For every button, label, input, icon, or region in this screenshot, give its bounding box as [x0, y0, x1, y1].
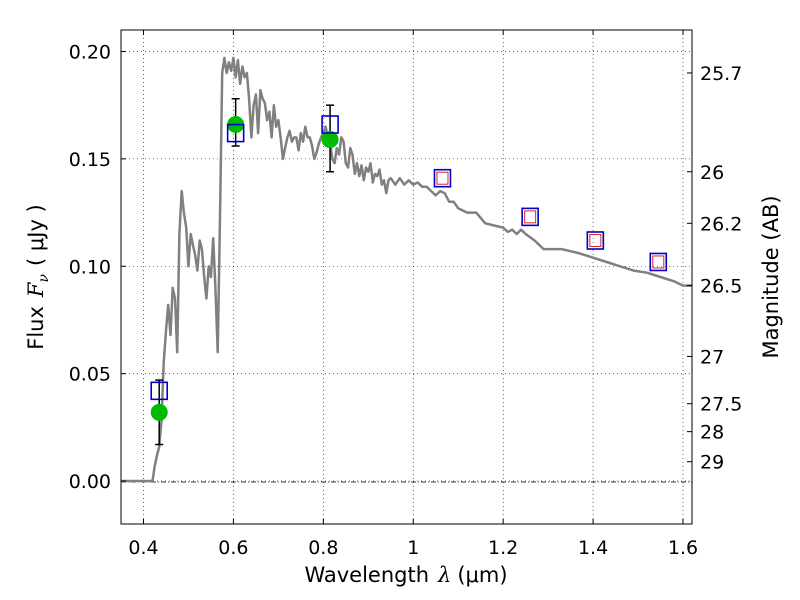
model-box-outer [150, 381, 169, 401]
model-box-inner [652, 255, 665, 269]
model-box [433, 168, 452, 188]
model-sed-curve [121, 56, 692, 483]
magnitude-axis-label: Magnitude (AB) [759, 195, 783, 358]
magnitude-tick-label: 26.2 [700, 213, 742, 235]
magnitude-tick-label: 26.5 [700, 276, 742, 298]
model-box-outer [649, 252, 668, 272]
model-box-outer [521, 207, 539, 227]
model-box-outer [321, 115, 339, 134]
model-photometry-boxes [150, 115, 668, 401]
x-tick-label: 1.4 [578, 537, 608, 559]
magnitude-tick-label: 28 [700, 422, 724, 444]
x-axis-ticks: 0.4 0.6 0.8 1 1.2 1.4 1.6 [128, 30, 698, 559]
y-tick-label: 0.10 [69, 256, 111, 278]
magnitude-axis-ticks: 25.7 26 26.2 26.5 27 27.5 28 29 [687, 63, 742, 474]
x-axis-label: Wavelength λ (μm) [304, 563, 507, 587]
model-box-inner [524, 210, 537, 224]
model-box [521, 207, 539, 227]
model-box-outer [586, 231, 605, 250]
x-tick-label: 0.8 [308, 537, 338, 559]
model-box-outer [433, 168, 452, 188]
magnitude-tick-label: 29 [700, 452, 724, 474]
magnitude-tick-label: 27 [700, 346, 724, 368]
model-box [150, 381, 169, 401]
x-tick-label: 1.6 [668, 537, 698, 559]
y-tick-label: 0.20 [69, 41, 111, 63]
y-tick-label: 0.15 [69, 149, 111, 171]
observed-marker [150, 403, 168, 421]
model-box-outer [226, 123, 245, 143]
model-box [649, 252, 668, 272]
sed-line [121, 56, 692, 483]
magnitude-tick-label: 27.5 [700, 394, 742, 416]
x-tick-label: 0.4 [128, 537, 158, 559]
y-axis-ticks: 0.00 0.05 0.10 0.15 0.20 [69, 41, 126, 493]
x-tick-label: 0.6 [218, 537, 248, 559]
model-box [586, 231, 605, 250]
y-tick-label: 0.05 [69, 364, 111, 386]
y-axis-label: FluxFν( μJy ) [24, 204, 52, 349]
y-tick-label: 0.00 [69, 471, 111, 493]
x-tick-label: 1.2 [488, 537, 518, 559]
observed-marker [321, 131, 339, 149]
x-tick-label: 1 [407, 537, 419, 559]
observed-point [150, 379, 168, 446]
model-box [226, 123, 245, 143]
model-box [321, 115, 339, 134]
magnitude-tick-label: 26 [700, 162, 724, 184]
magnitude-tick-label: 25.7 [700, 63, 742, 85]
grid-lines [121, 30, 692, 524]
model-box-inner [589, 233, 602, 247]
observed-point [227, 97, 245, 147]
plot-frame [120, 29, 693, 525]
model-box-inner [436, 171, 449, 185]
